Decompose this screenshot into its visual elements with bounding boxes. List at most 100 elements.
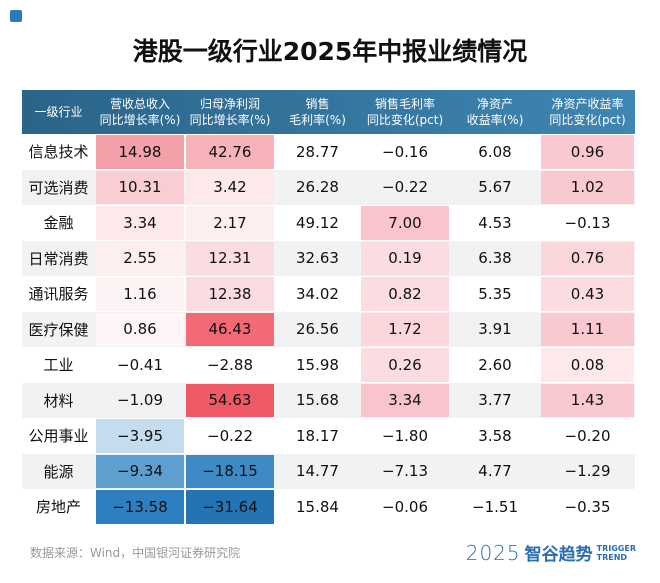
value-cell: −3.95: [95, 418, 185, 454]
value-cell: −1.09: [117, 391, 163, 410]
table-row: 工业 −0.41 −2.88 15.98 0.26 2.60 0.08: [22, 347, 635, 383]
value-cell: 26.56: [296, 320, 339, 339]
value-cell: 6.08: [478, 142, 512, 161]
row-label: 工业: [43, 356, 74, 375]
value-cell: 14.77: [296, 462, 339, 481]
row-label: 日常消费: [28, 249, 89, 268]
value-cell: −0.16: [382, 142, 428, 161]
value-cell: −0.22: [207, 426, 253, 445]
logo-name: 智谷趋势: [524, 545, 593, 565]
value-cell: −31.64: [185, 489, 275, 525]
header-line: 销售: [305, 97, 330, 111]
header-cell: 归母净利润同比增长率(%): [185, 90, 275, 134]
value-cell: 1.16: [95, 276, 185, 312]
table-row: 通讯服务 1.16 12.38 34.02 0.82 5.35 0.43: [22, 276, 635, 312]
value-cell: 4.53: [478, 213, 512, 232]
header-line: 同比增长率(%): [189, 113, 271, 127]
header-cell: 营收总收入同比增长率(%): [95, 90, 185, 134]
value-cell: 2.55: [95, 241, 185, 277]
value-cell: 26.28: [296, 178, 339, 197]
table-row: 信息技术 14.98 42.76 28.77 −0.16 6.08 0.96: [22, 134, 635, 170]
value-cell: −9.34: [95, 454, 185, 490]
corner-icon: [10, 10, 22, 22]
value-cell: 0.96: [540, 134, 635, 170]
value-cell: 42.76: [185, 134, 275, 170]
value-cell: 28.77: [296, 142, 339, 161]
logo-en: TRIGGER TREND: [597, 544, 636, 562]
value-cell: 0.43: [540, 276, 635, 312]
value-cell: 3.77: [478, 391, 512, 410]
value-cell: 15.98: [296, 355, 339, 374]
header-line: 营收总收入: [109, 97, 170, 111]
value-cell: 1.02: [540, 170, 635, 206]
value-cell: 0.19: [360, 241, 450, 277]
value-cell: 54.63: [185, 383, 275, 419]
value-cell: 0.86: [95, 312, 185, 348]
value-cell: 0.82: [360, 276, 450, 312]
header-cell: 销售毛利率(%): [275, 90, 360, 134]
logo-year: 2025: [465, 540, 521, 565]
header-line: 毛利率(%): [289, 113, 346, 127]
row-label: 房地产: [35, 498, 81, 517]
table-row: 日常消费 2.55 12.31 32.63 0.19 6.38 0.76: [22, 240, 635, 277]
row-label: 信息技术: [28, 143, 89, 162]
value-cell: 12.38: [185, 276, 275, 312]
value-cell: −0.35: [564, 497, 611, 516]
value-cell: 12.31: [185, 241, 275, 277]
value-cell: 0.26: [360, 347, 450, 383]
header-line: 归母净利润: [199, 97, 260, 111]
value-cell: −18.15: [185, 454, 275, 490]
value-cell: 5.67: [478, 178, 512, 197]
value-cell: 4.77: [478, 462, 512, 481]
value-cell: 3.91: [478, 320, 512, 339]
header-line: 净资产: [476, 97, 513, 111]
value-cell: −7.13: [382, 462, 428, 481]
header-line: 同比变化(pct): [366, 113, 444, 127]
value-cell: 34.02: [296, 284, 339, 303]
logo: 2025 智谷趋势 TRIGGER TREND: [465, 540, 636, 566]
value-cell: 0.08: [540, 347, 635, 383]
value-cell: −1.80: [382, 426, 428, 445]
header-line: 同比增长率(%): [99, 113, 181, 127]
header-line: 净资产收益率: [551, 97, 624, 111]
value-cell: 0.76: [540, 241, 635, 277]
table-row: 公用事业 −3.95 −0.22 18.17 −1.80 3.58 −0.20: [22, 418, 635, 454]
value-cell: 15.84: [296, 497, 339, 516]
value-cell: −0.13: [564, 213, 611, 232]
row-label: 金融: [43, 214, 74, 233]
value-cell: 18.17: [296, 426, 339, 445]
value-cell: 49.12: [296, 213, 339, 232]
logo-en-line: TRIGGER: [596, 543, 636, 553]
value-cell: −0.06: [382, 497, 428, 516]
row-label: 材料: [43, 391, 74, 410]
table-row: 可选消费 10.31 3.42 26.28 −0.22 5.67 1.02: [22, 169, 635, 206]
row-label: 能源: [43, 462, 74, 481]
header-line: 收益率(%): [466, 113, 524, 127]
value-cell: −0.22: [382, 178, 428, 197]
value-cell: 3.58: [478, 426, 512, 445]
value-cell: 2.17: [185, 205, 275, 241]
value-cell: 3.42: [185, 170, 275, 206]
row-label: 可选消费: [28, 178, 89, 197]
value-cell: −13.58: [95, 489, 185, 525]
value-cell: 1.11: [540, 312, 635, 348]
table: 一级行业 营收总收入 同比增长率(%) 归母净利润 同比增长率(%) 销售 毛利率(%) 销售…: [22, 90, 635, 525]
logo-en-line: TREND: [596, 552, 628, 562]
value-cell: −0.41: [117, 355, 163, 374]
header-cell: 销售毛利率 同比变化(pct): [360, 90, 450, 134]
table-row: 医疗保健 0.86 46.43 26.56 1.72 3.91 1.11: [22, 311, 635, 348]
value-cell: −2.88: [207, 355, 253, 374]
value-cell: 46.43: [185, 312, 275, 348]
header-row: 一级行业 营收总收入 同比增长率(%) 归母净利润 同比增长率(%) 销售 毛利率(%) 销售…: [22, 90, 635, 134]
value-cell: 32.63: [296, 249, 339, 268]
value-cell: −0.20: [564, 426, 611, 445]
value-cell: −1.29: [564, 462, 611, 481]
value-cell: 6.38: [478, 249, 512, 268]
row-label: 医疗保健: [28, 320, 89, 339]
table-row: 能源 −9.34 −18.15 14.77 −7.13 4.77 −1.29: [22, 453, 635, 490]
row-label: 公用事业: [28, 427, 89, 446]
value-cell: 1.43: [540, 383, 635, 419]
value-cell: 3.34: [360, 383, 450, 419]
header-cell: 净资产收益率 同比变化(pct): [540, 90, 635, 134]
